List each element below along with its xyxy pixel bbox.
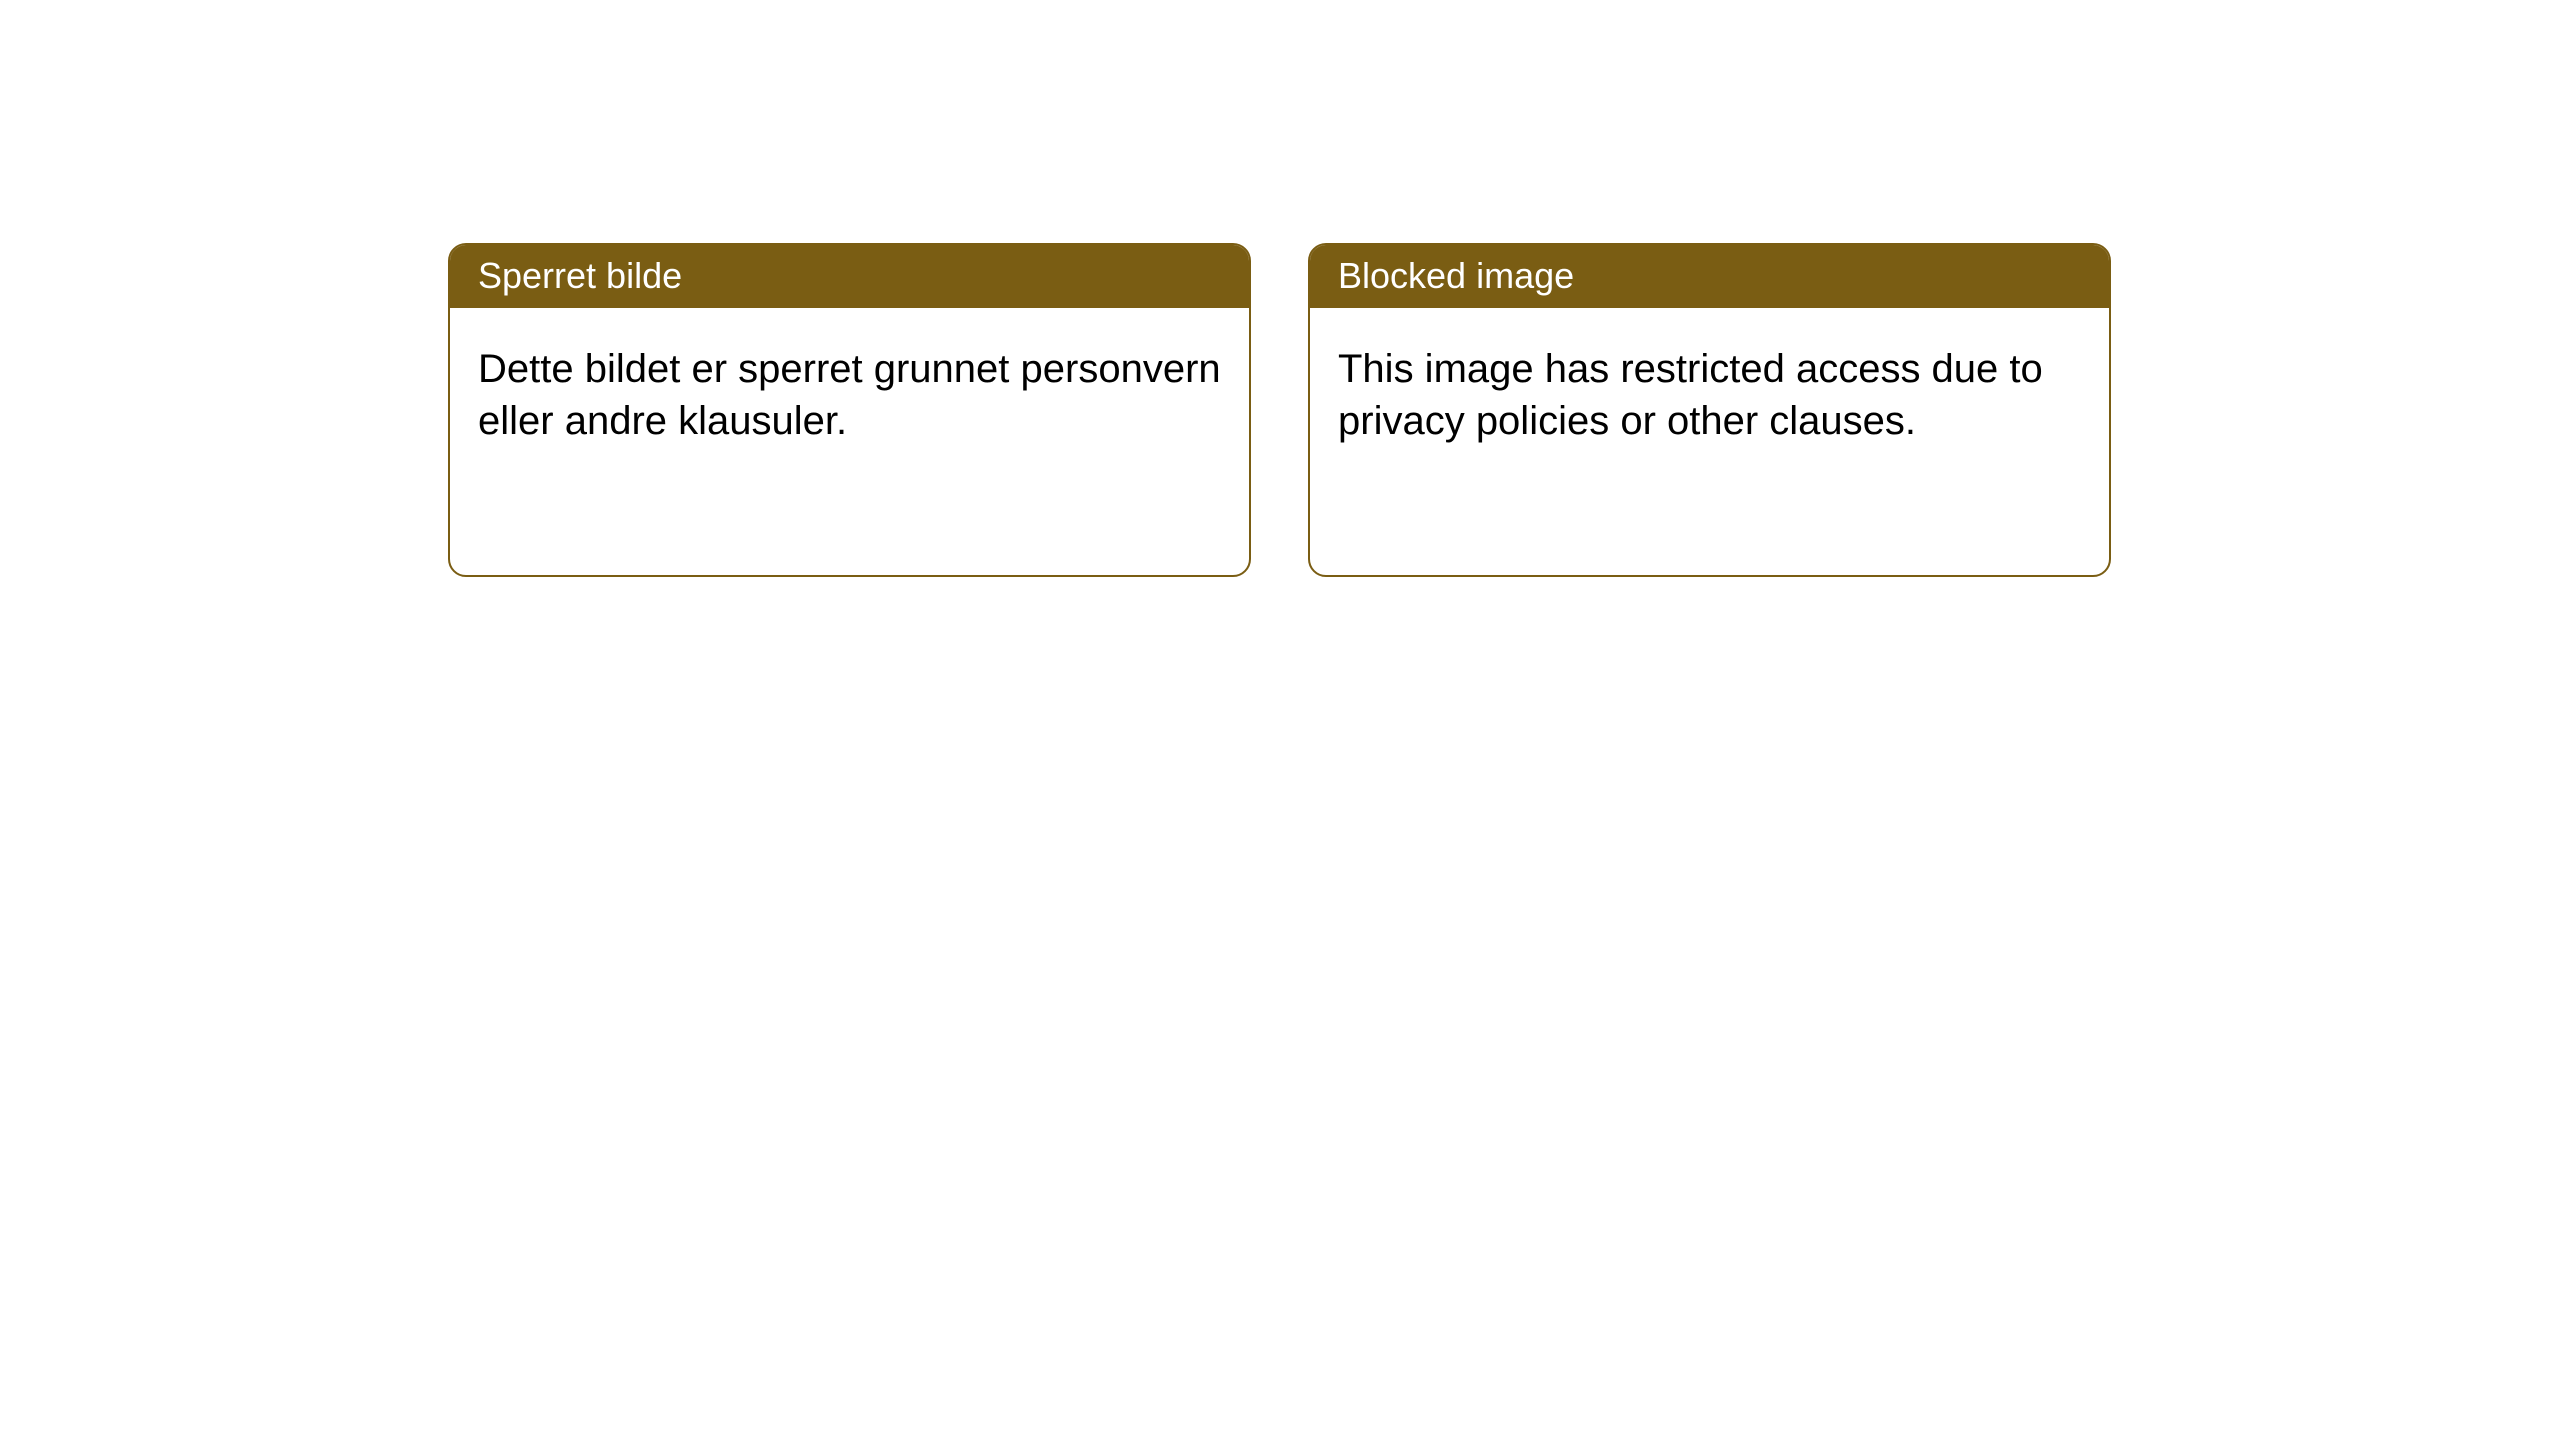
notice-body-text: This image has restricted access due to …	[1310, 308, 2109, 482]
notice-header: Sperret bilde	[450, 245, 1249, 308]
notice-card-english: Blocked image This image has restricted …	[1308, 243, 2111, 577]
notice-card-norwegian: Sperret bilde Dette bildet er sperret gr…	[448, 243, 1251, 577]
notice-cards-container: Sperret bilde Dette bildet er sperret gr…	[448, 243, 2111, 577]
notice-header: Blocked image	[1310, 245, 2109, 308]
notice-body-text: Dette bildet er sperret grunnet personve…	[450, 308, 1249, 482]
